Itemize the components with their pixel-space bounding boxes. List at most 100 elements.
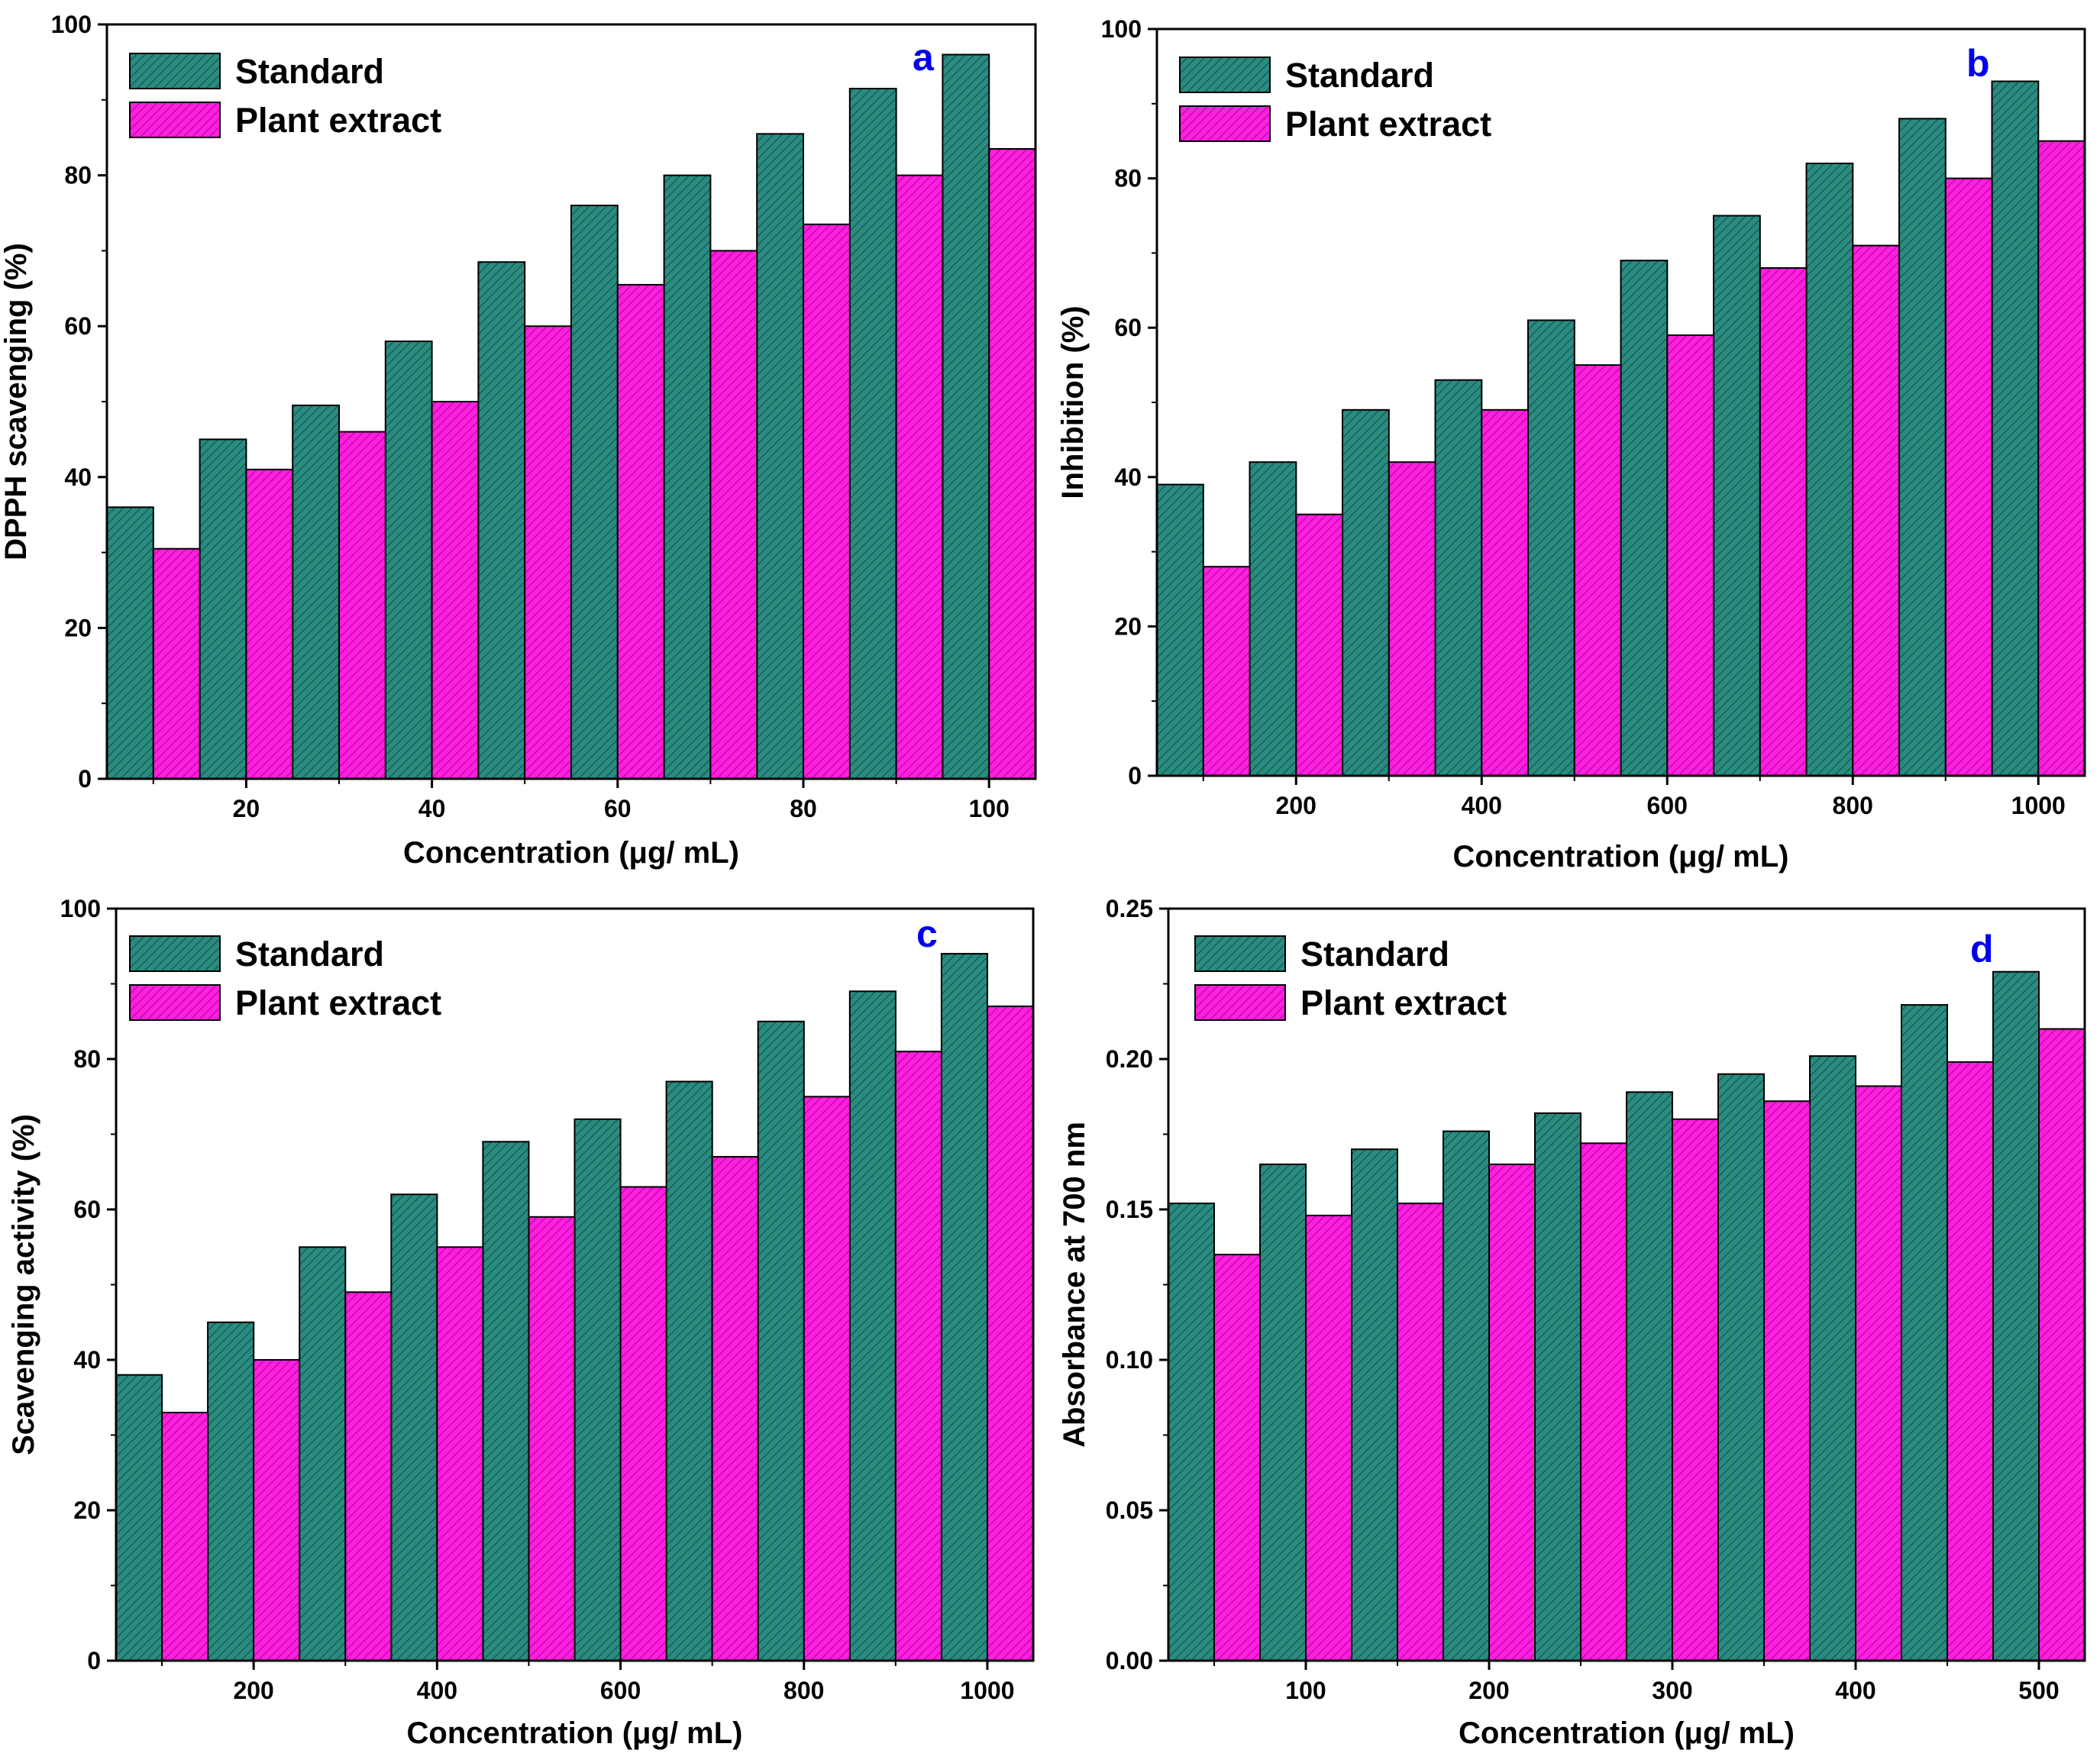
panel-letter-a: a — [913, 36, 935, 79]
legend-swatch-plant — [129, 102, 221, 138]
bar-b-standard-5 — [1527, 319, 1575, 777]
bar-b-standard-1 — [1156, 483, 1204, 777]
bar-c-standard-5 — [482, 1141, 530, 1662]
panel-letter-d: d — [1970, 928, 1994, 970]
chart-panel-c: 0 20 40 60 80 100 200 400 600 800 1000 Concentratio… — [7, 895, 1035, 1750]
y-tick-label-c-1: 0 — [87, 1647, 101, 1674]
bar-a-plant-9 — [895, 174, 944, 780]
y-axis-label-d: Absorbance at 700 nm — [1058, 1122, 1091, 1448]
bar-c-standard-7 — [665, 1080, 713, 1661]
bar-c-plant-8 — [803, 1096, 851, 1662]
x-tick-label-d-1: 100 — [1285, 1677, 1326, 1704]
bar-c-standard-1 — [115, 1374, 163, 1661]
y-tick-label-a-4: 60 — [64, 312, 92, 340]
y-tick-label-a-6: 100 — [51, 11, 92, 38]
y-tick-label-b-3: 40 — [1114, 463, 1142, 491]
bar-d-standard-3 — [1351, 1148, 1398, 1661]
y-tick-label-c-5: 80 — [73, 1045, 101, 1073]
bar-c-plant-3 — [344, 1291, 393, 1662]
bar-d-plant-1 — [1213, 1254, 1261, 1661]
legend-label-plant: Plant extract — [1285, 105, 1491, 144]
bar-b-standard-3 — [1342, 408, 1390, 777]
bar-d-plant-9 — [1947, 1061, 1994, 1661]
x-tick-label-a-1: 20 — [233, 795, 260, 822]
bar-d-plant-2 — [1305, 1214, 1352, 1661]
y-tick-label-b-6: 100 — [1101, 15, 1142, 43]
y-tick-label-c-6: 100 — [60, 895, 101, 922]
bar-d-standard-10 — [1992, 970, 2040, 1661]
bar-c-standard-10 — [940, 953, 989, 1661]
bar-a-standard-10 — [942, 53, 990, 780]
y-tick-label-d-1: 0.00 — [1106, 1647, 1153, 1674]
bar-c-standard-3 — [299, 1246, 347, 1662]
legend-swatch-standard — [129, 53, 221, 89]
panel-letter-b: b — [1966, 42, 1990, 85]
y-tick-label-a-1: 0 — [78, 765, 92, 793]
bar-b-plant-3 — [1388, 461, 1436, 777]
legend-label-standard: Standard — [235, 935, 384, 974]
bar-a-plant-6 — [616, 283, 665, 780]
legend-label-standard: Standard — [235, 52, 384, 91]
bar-c-plant-2 — [253, 1359, 301, 1661]
y-tick-label-a-2: 20 — [64, 614, 92, 641]
x-tick-label-a-2: 40 — [418, 795, 446, 822]
legend-swatch-plant — [1179, 105, 1271, 142]
y-tick-label-b-5: 80 — [1114, 165, 1142, 192]
bar-a-standard-2 — [199, 438, 247, 780]
x-tick-label-b-2: 400 — [1462, 792, 1502, 819]
x-tick-label-c-2: 400 — [417, 1677, 457, 1704]
y-tick-label-d-5: 0.20 — [1106, 1045, 1153, 1073]
bar-b-plant-5 — [1573, 364, 1622, 777]
bar-d-plant-7 — [1763, 1100, 1811, 1661]
bar-c-plant-4 — [436, 1246, 484, 1662]
x-tick-label-a-5: 100 — [969, 795, 1010, 822]
bar-a-plant-4 — [431, 401, 480, 780]
y-tick-label-c-4: 60 — [73, 1196, 101, 1223]
x-tick-label-d-3: 300 — [1652, 1677, 1692, 1704]
y-tick-label-b-1: 0 — [1128, 762, 1142, 789]
bar-b-standard-10 — [1991, 80, 2040, 777]
bar-d-plant-3 — [1397, 1203, 1444, 1661]
x-axis-label-c: Concentration (μg/ mL) — [407, 1716, 743, 1750]
bar-d-plant-5 — [1580, 1142, 1627, 1662]
bar-b-standard-8 — [1805, 163, 1854, 777]
x-tick-label-c-1: 200 — [233, 1677, 273, 1704]
bar-b-standard-9 — [1898, 118, 1947, 777]
bar-b-standard-4 — [1434, 379, 1483, 777]
bar-a-plant-8 — [803, 223, 851, 780]
bar-b-standard-6 — [1620, 260, 1669, 777]
bar-a-plant-2 — [245, 468, 294, 780]
x-axis-label-d: Concentration (μg/ mL) — [1459, 1716, 1795, 1750]
bar-b-plant-7 — [1759, 267, 1808, 777]
bar-a-plant-10 — [988, 148, 1036, 780]
x-tick-label-b-1: 200 — [1276, 792, 1317, 819]
y-tick-label-b-2: 20 — [1114, 612, 1142, 640]
bar-d-standard-8 — [1809, 1055, 1856, 1661]
x-tick-label-d-2: 200 — [1468, 1677, 1509, 1704]
legend-swatch-plant — [1194, 984, 1286, 1021]
legend-label-plant: Plant extract — [235, 983, 441, 1022]
y-tick-label-d-3: 0.10 — [1106, 1346, 1153, 1374]
bar-c-plant-6 — [619, 1186, 667, 1661]
legend-swatch-plant — [129, 984, 221, 1021]
x-tick-label-a-3: 60 — [604, 795, 632, 822]
y-tick-label-a-3: 40 — [64, 463, 92, 491]
legend-b: Standard Plant extract — [1179, 56, 1491, 144]
bar-a-plant-1 — [152, 547, 201, 780]
bar-c-plant-9 — [894, 1051, 942, 1661]
legend-label-plant: Plant extract — [1300, 983, 1507, 1022]
legend-a: Standard Plant extract — [129, 52, 441, 140]
bar-a-standard-6 — [570, 205, 619, 780]
bar-c-standard-8 — [757, 1020, 805, 1662]
x-tick-label-c-5: 1000 — [960, 1677, 1014, 1704]
bar-c-plant-1 — [161, 1412, 209, 1661]
legend-c: Standard Plant extract — [129, 935, 441, 1022]
chart-panel-d: 0.00 0.05 0.10 0.15 0.20 0.25 100 200 300 400 500 C… — [1058, 895, 2086, 1750]
bar-d-standard-9 — [1901, 1004, 1948, 1661]
y-tick-label-c-2: 20 — [73, 1497, 101, 1524]
bar-a-plant-5 — [524, 325, 573, 780]
bar-b-plant-1 — [1202, 566, 1251, 777]
bar-a-standard-3 — [292, 404, 341, 780]
bar-d-plant-6 — [1672, 1118, 1719, 1662]
